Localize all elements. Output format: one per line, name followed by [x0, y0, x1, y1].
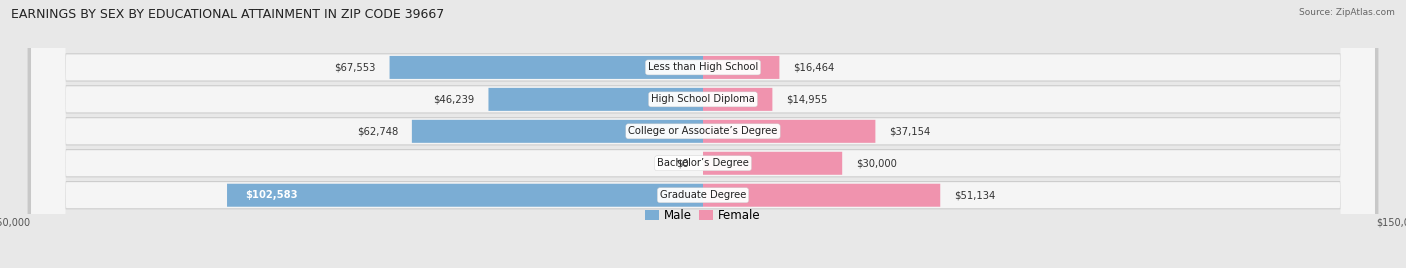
Text: $102,583: $102,583 — [246, 190, 298, 200]
Text: Graduate Degree: Graduate Degree — [659, 190, 747, 200]
Legend: Male, Female: Male, Female — [645, 209, 761, 222]
FancyBboxPatch shape — [226, 184, 703, 207]
FancyBboxPatch shape — [31, 0, 1375, 268]
FancyBboxPatch shape — [28, 0, 1378, 268]
Text: $46,239: $46,239 — [433, 94, 475, 104]
FancyBboxPatch shape — [31, 0, 1375, 268]
Text: Less than High School: Less than High School — [648, 62, 758, 72]
Text: High School Diploma: High School Diploma — [651, 94, 755, 104]
Text: Source: ZipAtlas.com: Source: ZipAtlas.com — [1299, 8, 1395, 17]
Text: $0: $0 — [676, 158, 689, 168]
Text: College or Associate’s Degree: College or Associate’s Degree — [628, 126, 778, 136]
Text: $14,955: $14,955 — [786, 94, 828, 104]
Text: EARNINGS BY SEX BY EDUCATIONAL ATTAINMENT IN ZIP CODE 39667: EARNINGS BY SEX BY EDUCATIONAL ATTAINMEN… — [11, 8, 444, 21]
FancyBboxPatch shape — [389, 56, 703, 79]
Text: $30,000: $30,000 — [856, 158, 897, 168]
FancyBboxPatch shape — [488, 88, 703, 111]
Text: $37,154: $37,154 — [890, 126, 931, 136]
Text: $62,748: $62,748 — [357, 126, 398, 136]
FancyBboxPatch shape — [703, 184, 941, 207]
Text: $67,553: $67,553 — [335, 62, 375, 72]
Text: $16,464: $16,464 — [793, 62, 835, 72]
FancyBboxPatch shape — [703, 152, 842, 175]
FancyBboxPatch shape — [28, 0, 1378, 268]
FancyBboxPatch shape — [703, 88, 772, 111]
FancyBboxPatch shape — [31, 0, 1375, 268]
Text: $51,134: $51,134 — [955, 190, 995, 200]
FancyBboxPatch shape — [28, 0, 1378, 268]
FancyBboxPatch shape — [703, 56, 779, 79]
FancyBboxPatch shape — [31, 0, 1375, 268]
FancyBboxPatch shape — [28, 0, 1378, 268]
FancyBboxPatch shape — [412, 120, 703, 143]
Text: Bachelor’s Degree: Bachelor’s Degree — [657, 158, 749, 168]
FancyBboxPatch shape — [31, 0, 1375, 268]
FancyBboxPatch shape — [28, 0, 1378, 268]
FancyBboxPatch shape — [703, 120, 876, 143]
